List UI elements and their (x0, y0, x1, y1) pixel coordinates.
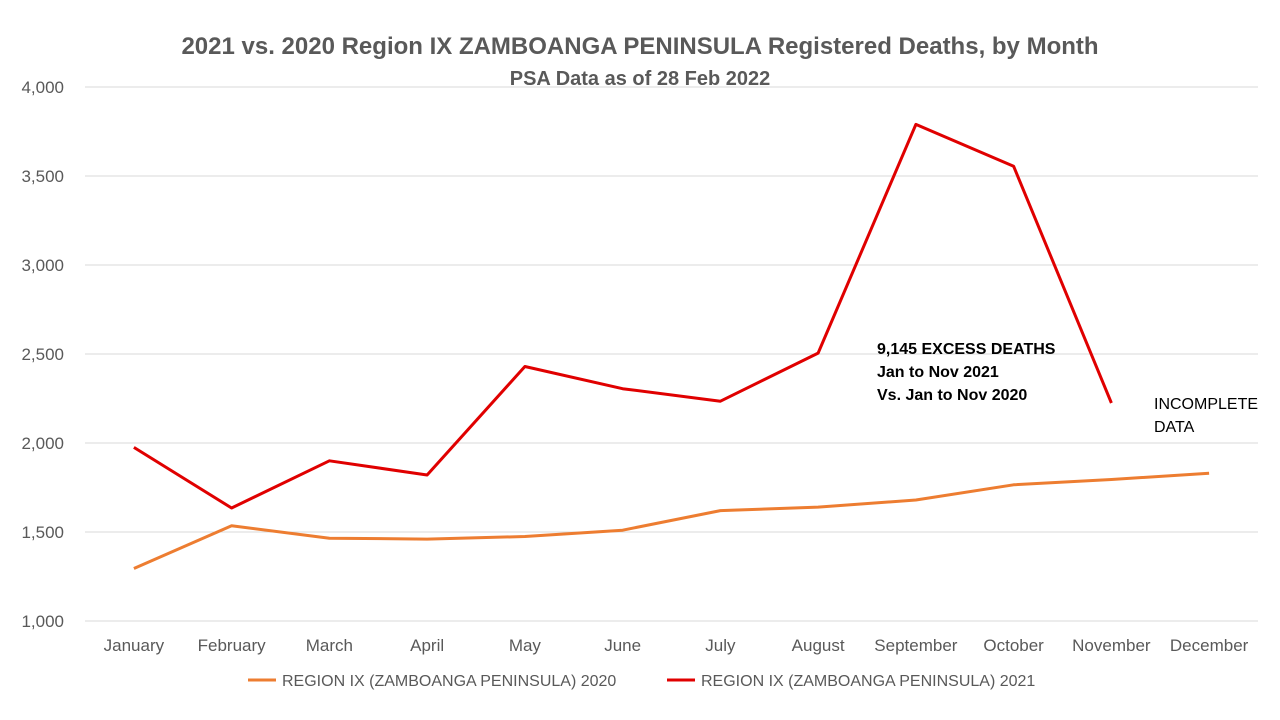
x-tick-label: August (792, 636, 845, 655)
x-tick-label: December (1170, 636, 1249, 655)
series-line-2020 (133, 471, 1210, 570)
annotation-incomplete-data: INCOMPLETE DATA (1154, 396, 1258, 436)
x-tick-label: June (604, 636, 641, 655)
x-axis-ticks: January February March April May June July Augu… (104, 636, 1249, 655)
chart-title: 2021 vs. 2020 Region IX ZAMBOANGA PENINS… (181, 33, 1098, 60)
series-lines (133, 122, 1210, 570)
y-tick-label: 1,000 (21, 612, 64, 631)
annotation-incomplete-line-2: DATA (1154, 419, 1195, 436)
annotation-excess-deaths: 9,145 EXCESS DEATHS Jan to Nov 2021 Vs. … (877, 341, 1056, 404)
x-tick-label: September (874, 636, 957, 655)
x-tick-label: January (104, 636, 165, 655)
x-tick-label: April (410, 636, 444, 655)
y-tick-label: 2,500 (21, 345, 64, 364)
annotation-excess-line-1: 9,145 EXCESS DEATHS (877, 341, 1056, 358)
y-axis-ticks: 1,000 1,500 2,000 2,500 3,000 3,500 4,000 (21, 78, 64, 631)
annotation-excess-line-3: Vs. Jan to Nov 2020 (877, 387, 1027, 404)
x-tick-label: October (983, 636, 1044, 655)
y-tick-label: 4,000 (21, 78, 64, 97)
x-tick-label: November (1072, 636, 1151, 655)
annotation-incomplete-line-1: INCOMPLETE (1154, 396, 1258, 413)
x-tick-label: February (198, 636, 267, 655)
x-tick-label: March (306, 636, 353, 655)
legend: REGION IX (ZAMBOANGA PENINSULA) 2020 REG… (248, 673, 1035, 690)
y-tick-label: 1,500 (21, 523, 64, 542)
annotation-excess-line-2: Jan to Nov 2021 (877, 364, 999, 381)
y-tick-label: 2,000 (21, 434, 64, 453)
y-tick-label: 3,500 (21, 167, 64, 186)
chart-subtitle: PSA Data as of 28 Feb 2022 (510, 68, 771, 90)
gridlines (85, 86, 1258, 622)
legend-label-2020: REGION IX (ZAMBOANGA PENINSULA) 2020 (282, 673, 616, 690)
series-line-2021 (133, 122, 1113, 510)
y-tick-label: 3,000 (21, 256, 64, 275)
x-tick-label: July (705, 636, 736, 655)
legend-label-2021: REGION IX (ZAMBOANGA PENINSULA) 2021 (701, 673, 1035, 690)
x-tick-label: May (509, 636, 542, 655)
